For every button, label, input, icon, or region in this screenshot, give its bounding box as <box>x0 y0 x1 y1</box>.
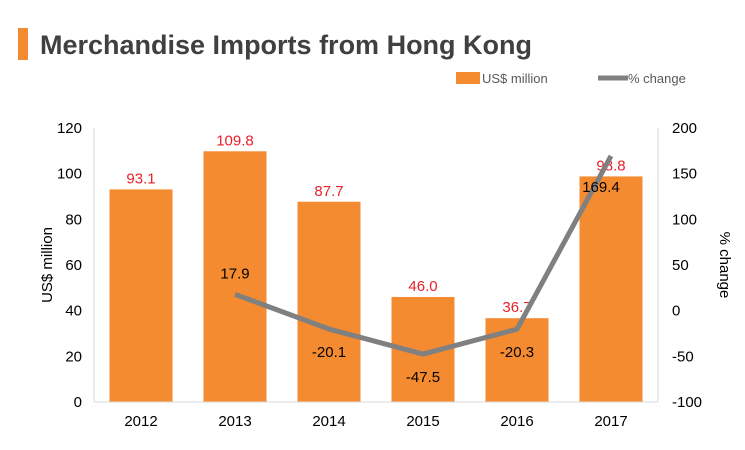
y-tick-120: 120 <box>57 120 82 137</box>
y2-tick-50: 50 <box>672 257 689 274</box>
line-label-2016: -20.3 <box>500 344 534 361</box>
x-tick-2016: 2016 <box>500 413 533 430</box>
x-tick-2017: 2017 <box>594 413 627 430</box>
bar-2017 <box>579 176 643 402</box>
left-axis-ticks: 0 20 40 60 80 100 120 <box>57 120 82 411</box>
legend-bar-label: US$ million <box>482 71 548 86</box>
right-axis-title: % change <box>716 232 733 299</box>
y2-tick-0: 0 <box>672 303 680 320</box>
x-tick-2014: 2014 <box>312 413 345 430</box>
bar-series <box>109 151 643 402</box>
y-tick-40: 40 <box>65 303 82 320</box>
y2-tick-100: 100 <box>672 211 697 228</box>
bar-2016 <box>485 318 549 402</box>
y-tick-20: 20 <box>65 348 82 365</box>
right-axis-ticks: -100 -50 0 50 100 150 200 <box>672 120 702 411</box>
title-accent-bar <box>18 28 28 60</box>
y2-tick-150: 150 <box>672 166 697 183</box>
bar-label-2015: 46.0 <box>408 278 437 295</box>
y2-tick--100: -100 <box>672 394 702 411</box>
line-data-labels: 17.9 -20.1 -47.5 -20.3 169.4 <box>220 179 619 386</box>
x-tick-2015: 2015 <box>406 413 439 430</box>
bar-label-2012: 93.1 <box>126 170 155 187</box>
bar-2013 <box>203 151 267 402</box>
line-label-2017: 169.4 <box>582 179 620 196</box>
y2-tick--50: -50 <box>672 348 694 365</box>
line-label-2015: -47.5 <box>406 369 440 386</box>
bar-2014 <box>297 201 361 402</box>
chart-title: Merchandise Imports from Hong Kong <box>40 30 532 60</box>
y-tick-60: 60 <box>65 257 82 274</box>
y2-tick-200: 200 <box>672 120 697 137</box>
line-label-2014: -20.1 <box>312 344 346 361</box>
bar-label-2014: 87.7 <box>314 183 343 200</box>
left-axis-title: US$ million <box>39 227 56 303</box>
x-axis-ticks: 2012 2013 2014 2015 2016 2017 <box>124 413 627 430</box>
x-tick-2012: 2012 <box>124 413 157 430</box>
y-tick-100: 100 <box>57 166 82 183</box>
bar-label-2013: 109.8 <box>216 132 254 149</box>
y-tick-0: 0 <box>74 394 82 411</box>
x-tick-2013: 2013 <box>218 413 251 430</box>
legend-line-label: % change <box>628 71 686 86</box>
y-tick-80: 80 <box>65 211 82 228</box>
line-label-2013: 17.9 <box>220 265 249 282</box>
percent-change-line <box>234 154 614 357</box>
legend: US$ million % change <box>456 71 686 86</box>
bar-2012 <box>109 189 173 402</box>
legend-bar-swatch <box>456 72 480 84</box>
